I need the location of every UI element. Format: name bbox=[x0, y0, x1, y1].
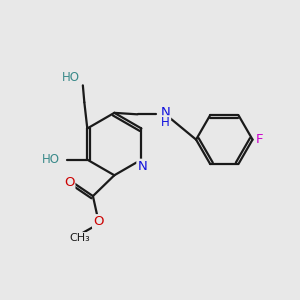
Text: CH₃: CH₃ bbox=[69, 233, 90, 243]
Text: HO: HO bbox=[42, 153, 60, 166]
Text: N: N bbox=[160, 106, 170, 119]
Text: N: N bbox=[137, 160, 147, 173]
Text: H: H bbox=[161, 116, 170, 129]
Text: O: O bbox=[93, 215, 104, 228]
Text: HO: HO bbox=[62, 71, 80, 84]
Text: O: O bbox=[64, 176, 74, 190]
Text: F: F bbox=[255, 133, 263, 146]
